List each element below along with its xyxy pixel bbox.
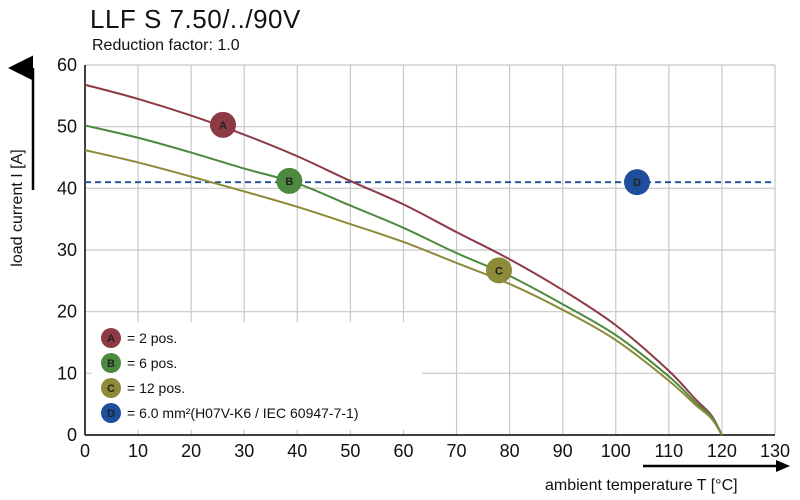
- marker-d-letter: D: [633, 177, 641, 189]
- marker-a-letter: A: [219, 120, 227, 132]
- x-tick-label: 10: [128, 441, 148, 461]
- marker-b: B: [276, 167, 303, 194]
- chart-title: LLF S 7.50/../90V: [90, 4, 301, 34]
- y-tick-label: 0: [67, 425, 77, 445]
- chart-subtitle: Reduction factor: 1.0: [92, 37, 240, 54]
- marker-d-circle: [624, 169, 650, 196]
- marker-c-circle: [486, 257, 512, 284]
- legend-swatch-letter: B: [107, 358, 115, 370]
- y-tick-label: 10: [57, 363, 77, 383]
- legend-label: = 6.0 mm²(H07V-K6 / IEC 60947-7-1): [127, 405, 359, 421]
- legend-label: = 6 pos.: [127, 355, 177, 371]
- marker-a-circle: [210, 111, 236, 138]
- x-tick-label: 70: [447, 441, 467, 461]
- marker-c-letter: C: [495, 265, 503, 277]
- x-axis-label: ambient temperature T [°C]: [545, 477, 738, 494]
- x-tick-label: 40: [287, 441, 307, 461]
- legend-swatch: [101, 403, 121, 423]
- x-tick-label: 0: [80, 441, 90, 461]
- x-tick-label: 120: [707, 441, 737, 461]
- x-tick-label: 50: [340, 441, 360, 461]
- x-axis-arrowhead: [776, 460, 790, 472]
- legend-label: = 12 pos.: [127, 380, 185, 396]
- x-tick-label: 90: [553, 441, 573, 461]
- marker-b-letter: B: [285, 176, 293, 188]
- marker-a: A: [210, 111, 236, 138]
- legend-entry-a: A = 2 pos.: [101, 328, 177, 348]
- x-tick-label: 20: [181, 441, 201, 461]
- grid: [85, 64, 776, 435]
- y-tick-label: 50: [57, 117, 77, 137]
- x-tick-label: 80: [500, 441, 520, 461]
- marker-d: D: [624, 169, 650, 196]
- x-tick-label: 110: [654, 441, 683, 461]
- y-axis-label: load current I [A]: [9, 149, 26, 266]
- legend-entry-c: C = 12 pos.: [101, 378, 185, 398]
- y-tick-label: 40: [57, 178, 77, 198]
- legend: A = 2 pos. B = 6 pos. C = 12 pos. D = 6.0 mm²(H…: [92, 322, 422, 430]
- y-tick-label: 60: [57, 55, 77, 75]
- legend-swatch: [101, 328, 121, 348]
- axes: 0 10 20 30 40 50 60 70 80 90 100 110 120 130 0 10 20 30 40…: [8, 55, 790, 494]
- series-line-b: [84, 124, 723, 436]
- legend-background: [92, 322, 422, 430]
- legend-entry-d: D = 6.0 mm²(H07V-K6 / IEC 60947-7-1): [101, 403, 359, 423]
- series-line-a: [84, 83, 723, 436]
- series-group: [84, 83, 775, 436]
- markers-group: A B C D: [210, 111, 650, 284]
- legend-swatch-letter: D: [107, 408, 115, 420]
- x-tick-label: 60: [393, 441, 413, 461]
- y-tick-label: 20: [57, 302, 77, 322]
- legend-entry-b: B = 6 pos.: [101, 353, 177, 373]
- x-tick-label: 130: [760, 441, 790, 461]
- marker-b-circle: [276, 167, 303, 194]
- y-tick-label: 30: [57, 240, 77, 260]
- x-tick-label: 100: [601, 441, 631, 461]
- x-tick-label: 30: [234, 441, 254, 461]
- legend-swatch-letter: A: [107, 333, 115, 345]
- legend-swatch: [101, 353, 121, 373]
- legend-swatch: [101, 378, 121, 398]
- series-line-c: [84, 149, 723, 436]
- legend-swatch-letter: C: [107, 383, 115, 395]
- legend-label: = 2 pos.: [127, 330, 177, 346]
- marker-c: C: [486, 257, 512, 284]
